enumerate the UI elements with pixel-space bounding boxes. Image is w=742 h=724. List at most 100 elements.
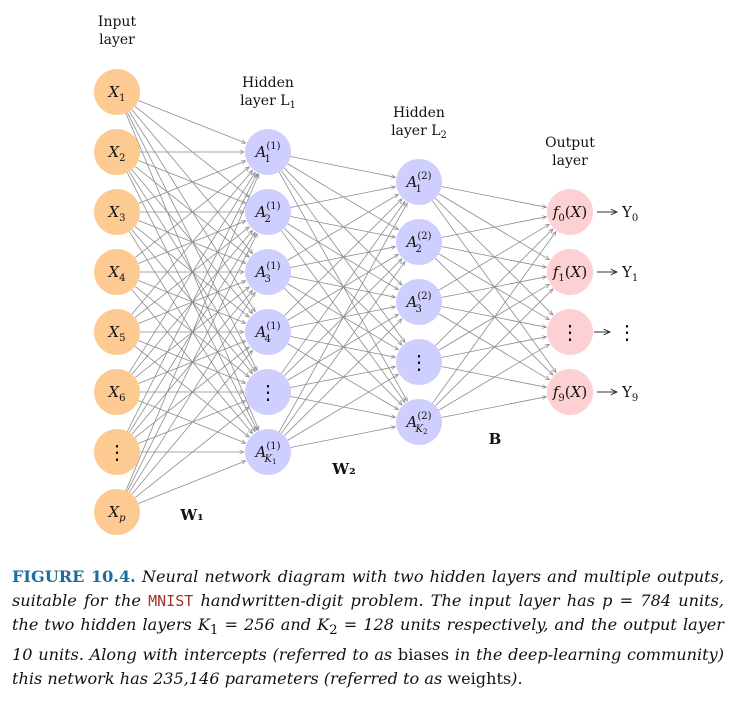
edge-input-3-hidden1-0 — [134, 167, 249, 259]
hidden2-node-1: A(2) 2 — [396, 219, 442, 265]
hidden1-node-circle — [245, 309, 291, 355]
edge-hidden1-2-hidden2-0 — [287, 194, 399, 261]
hidden1-node-circle — [245, 249, 291, 295]
input-node-circle — [94, 429, 140, 475]
edge-hidden1-5-hidden2-1 — [281, 261, 405, 434]
edge-hidden2-4-output-3 — [441, 397, 547, 418]
edge-hidden1-5-hidden2-3 — [287, 374, 399, 441]
input-node-label: ⋮ — [107, 440, 127, 464]
hidden1-node-label: ⋮ — [258, 380, 278, 404]
output-node-circle — [547, 369, 593, 415]
hidden-layer-1-title: Hidden layer L1 — [240, 75, 296, 111]
hidden2-node-0: A(2) 1 — [396, 159, 442, 205]
input-node-circle — [94, 129, 140, 175]
edge-input-7-hidden1-1 — [126, 233, 257, 492]
svg-text:layer: layer — [552, 153, 588, 169]
hidden2-node-label: A(2) 3 — [404, 291, 431, 315]
output-node-3: f9(X) — [547, 369, 593, 415]
input-node-circle — [94, 249, 140, 295]
output-node-label: ⋮ — [560, 320, 580, 344]
hidden1-node-label: A(1) 3 — [253, 261, 280, 285]
input-node-label: Xp — [107, 503, 126, 524]
hidden2-node-label: A(2) K2 — [404, 411, 431, 436]
hidden1-node-1: A(1) 2 — [245, 189, 291, 235]
input-node-label: X4 — [107, 263, 125, 284]
input-node-circle — [94, 489, 140, 535]
edge-hidden1-5-hidden2-2 — [284, 319, 402, 437]
input-node-4: X5 — [94, 309, 140, 355]
hidden1-node-label: A(1) K1 — [253, 441, 280, 466]
hidden2-node-label: A(2) 1 — [404, 171, 431, 195]
output-node-1: f1(X) — [547, 249, 593, 295]
hidden-layer-2-title: Hidden layer L2 — [391, 105, 447, 141]
output-y-label-1: Y1 — [621, 263, 638, 284]
edge-input-7-hidden1-2 — [128, 292, 255, 493]
input-node-label: X6 — [107, 383, 125, 404]
weight-label-b: B — [489, 430, 502, 448]
hidden2-node-circle — [396, 399, 442, 445]
edge-hidden1-1-hidden2-0 — [290, 187, 396, 208]
edge-hidden2-4-output-0 — [432, 231, 556, 404]
hidden2-node-circle — [396, 339, 442, 385]
output-y-label-0: Y0 — [621, 203, 638, 224]
output-y-label-3: Y9 — [621, 383, 638, 404]
hidden2-node-label: ⋮ — [409, 350, 429, 374]
svg-text:Output: Output — [545, 135, 595, 151]
edge-hidden2-1-output-0 — [441, 217, 547, 238]
hidden2-node-circle — [396, 219, 442, 265]
edge-input-0-hidden1-0 — [138, 100, 245, 143]
svg-text:layer: layer — [99, 32, 135, 48]
input-node-5: X6 — [94, 369, 140, 415]
input-node-6: ⋮ — [94, 429, 140, 475]
edge-input-4-hidden1-0 — [131, 170, 253, 315]
edge-input-7-hidden1-0 — [125, 174, 259, 491]
output-y-label-2: ⋮ — [617, 320, 637, 344]
hidden1-node-circle — [245, 129, 291, 175]
edge-hidden2-3-output-0 — [435, 229, 553, 347]
hidden1-node-5: A(1) K1 — [245, 429, 291, 475]
weight-label-w1: W₁ — [179, 506, 203, 524]
hidden1-node-label: A(1) 2 — [253, 201, 280, 225]
figure-caption: FIGURE 10.4. Neural network diagram with… — [12, 567, 724, 688]
input-node-label: X1 — [107, 83, 125, 104]
edge-input-6-hidden1-0 — [126, 173, 257, 432]
edge-input-7-hidden1-5 — [138, 461, 245, 504]
edge-hidden1-0-hidden2-0 — [290, 156, 396, 177]
input-node-circle — [94, 369, 140, 415]
hidden1-node-label: A(1) 4 — [253, 321, 280, 345]
figure-number: FIGURE 10.4. — [12, 567, 136, 586]
hidden2-node-4: A(2) K2 — [396, 399, 442, 445]
output-node-circle — [547, 309, 593, 355]
svg-text:Hidden: Hidden — [393, 105, 445, 121]
output-node-2: ⋮ — [547, 309, 593, 355]
edge-hidden2-4-output-1 — [435, 289, 553, 407]
output-node-circle — [547, 249, 593, 295]
svg-text:Hidden: Hidden — [242, 75, 294, 91]
input-node-circle — [94, 309, 140, 355]
network-nodes: X1 X2 X3 X4 X5 X6 ⋮ Xp A(1) 1 A(1) 2 A(1) 3 A(1) 4 ⋮ A(1)… — [94, 69, 638, 535]
output-node-0: f0(X) — [547, 189, 593, 235]
input-node-circle — [94, 69, 140, 115]
input-layer-title: Input layer — [98, 14, 137, 48]
neural-network-diagram: X1 X2 X3 X4 X5 X6 ⋮ Xp A(1) 1 A(1) 2 A(1) 3 A(1) 4 ⋮ A(1)… — [94, 14, 638, 535]
input-node-2: X3 — [94, 189, 140, 235]
edge-hidden2-4-output-2 — [438, 344, 550, 411]
edge-hidden2-0-output-0 — [441, 186, 547, 207]
hidden2-node-label: A(2) 2 — [404, 231, 431, 255]
input-node-7: Xp — [94, 489, 140, 535]
edge-hidden1-3-hidden2-0 — [284, 199, 402, 317]
input-node-circle — [94, 189, 140, 235]
edge-input-7-hidden1-4 — [134, 407, 249, 499]
hidden2-node-3: ⋮ — [396, 339, 442, 385]
output-node-label: f0(X) — [552, 203, 587, 224]
edge-hidden2-2-output-0 — [438, 224, 550, 291]
hidden1-node-circle — [245, 429, 291, 475]
edge-input-2-hidden1-0 — [138, 161, 245, 204]
hidden1-node-3: A(1) 4 — [245, 309, 291, 355]
edge-hidden1-5-hidden2-4 — [290, 427, 396, 448]
mnist-keyword: MNIST — [148, 591, 194, 610]
edge-input-5-hidden1-0 — [128, 172, 255, 373]
svg-text:layer L1: layer L1 — [240, 93, 296, 111]
input-node-3: X4 — [94, 249, 140, 295]
input-node-label: X3 — [107, 203, 125, 224]
